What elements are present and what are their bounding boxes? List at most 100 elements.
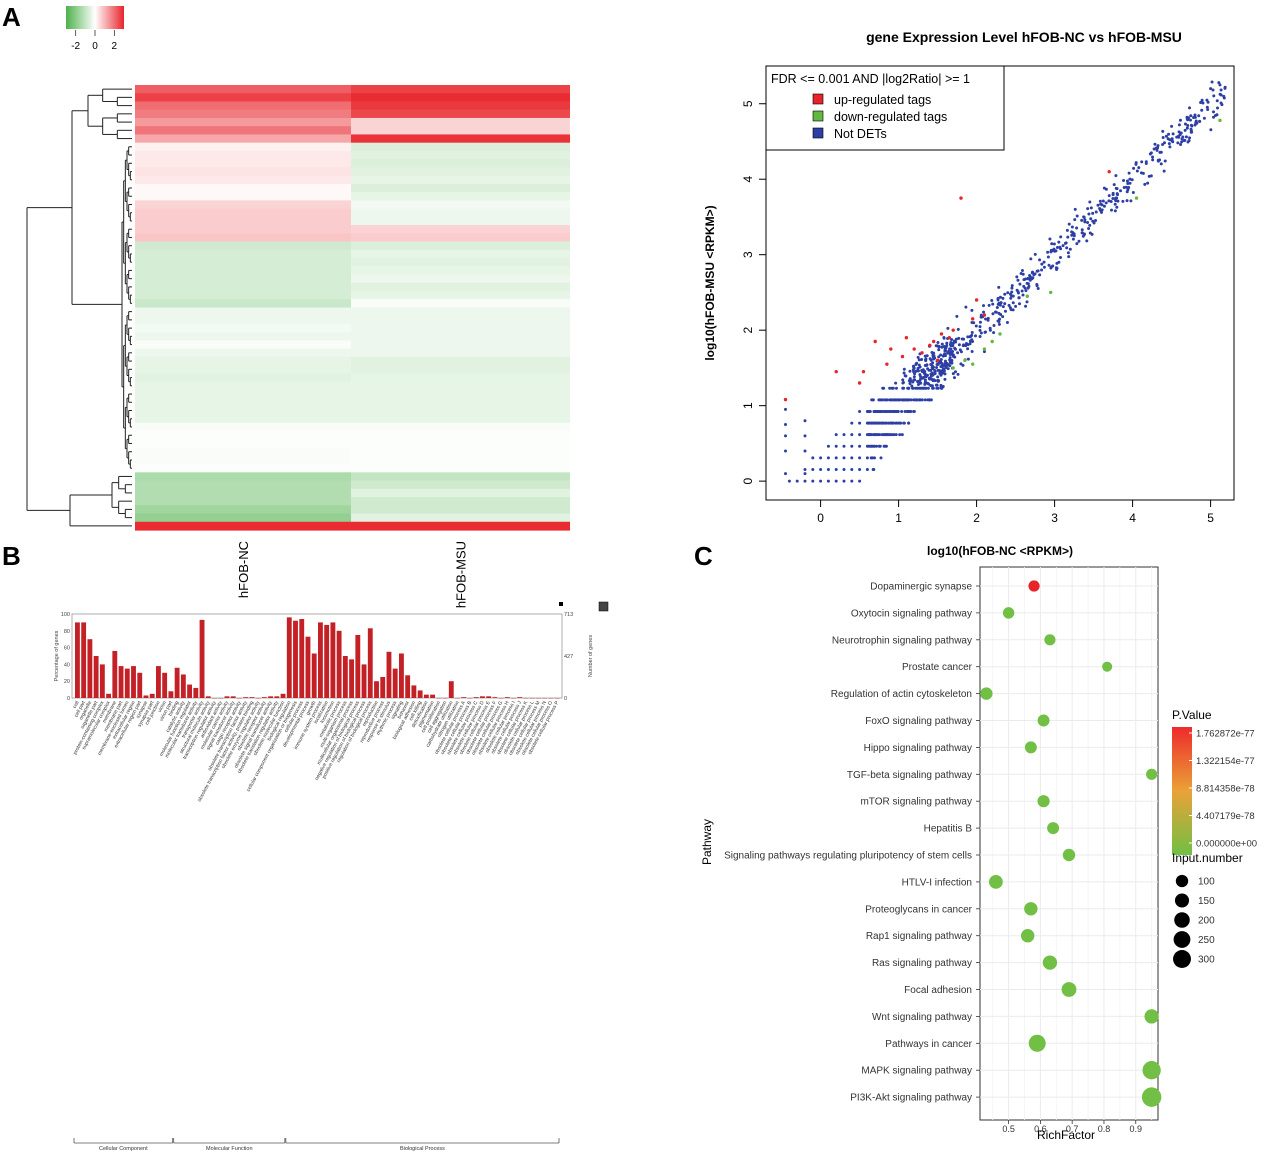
heatmap-cell: [135, 250, 351, 259]
scatter-point-not-det: [1116, 187, 1119, 190]
scatter-point-not-det: [951, 344, 954, 347]
scatter-point-not-det: [957, 373, 960, 376]
heatmap-cell: [351, 373, 570, 382]
heatmap-cell: [351, 217, 570, 226]
heatmap-cell: [135, 200, 351, 209]
heatmap-cell: [351, 93, 570, 102]
go-bar: [125, 669, 130, 698]
scatter-point-up: [971, 317, 974, 320]
scatter-point-not-det: [804, 468, 807, 471]
scatter-point-not-det: [895, 387, 898, 390]
scatter-point-not-det: [1073, 218, 1076, 221]
scatter-point-not-det: [1143, 183, 1146, 186]
go-bar-chart: Percentage of genes Number of genes 1008…: [54, 602, 608, 1152]
scatter-point-not-det: [997, 286, 1000, 289]
go-bar: [156, 666, 161, 698]
scatter-point-not-det: [1186, 141, 1189, 144]
heatmap-cell: [351, 275, 570, 284]
scatter-point-not-det: [948, 347, 951, 350]
scatter-point-not-det: [873, 410, 876, 413]
heatmap-cell: [135, 118, 351, 127]
scatter-point-not-det: [1048, 238, 1051, 241]
scatter-point-not-det: [1100, 211, 1103, 214]
scatter-point-not-det: [982, 311, 985, 314]
scatter-point-not-det: [880, 410, 883, 413]
pathway-bubble: [1146, 769, 1157, 780]
scatter-point-not-det: [1175, 136, 1178, 139]
scatter-point-not-det: [1075, 242, 1078, 245]
heatmap-cell: [135, 126, 351, 135]
scatter-point-not-det: [950, 353, 953, 356]
scatter-point-not-det: [1040, 263, 1043, 266]
scatter-point-not-det: [843, 433, 846, 436]
scatter-point-not-det: [954, 348, 957, 351]
heatmap-cell: [135, 423, 351, 432]
scatter-point-not-det: [1058, 246, 1061, 249]
scatter-point-not-det: [878, 433, 881, 436]
pathway-bubble: [1025, 741, 1037, 753]
scatter-point-not-det: [1011, 284, 1014, 287]
scatter-point-not-det: [1038, 273, 1041, 276]
heatmap-cell: [135, 382, 351, 391]
go-bar: [430, 695, 435, 698]
heatmap-cell: [135, 481, 351, 490]
heatmap-cell: [135, 266, 351, 275]
pvalue-tick-label: 1.322154e-77: [1196, 756, 1255, 767]
scatter-point-not-det: [957, 328, 960, 331]
pathway-label: TGF-beta signaling pathway: [847, 770, 972, 781]
scatter-point-not-det: [1080, 219, 1083, 222]
scatter-point-not-det: [1088, 224, 1091, 227]
pathway-label: Signaling pathways regulating pluripoten…: [724, 851, 972, 862]
scatter-point-up: [928, 344, 931, 347]
scatter-point-not-det: [784, 472, 787, 475]
heatmap-cell: [351, 258, 570, 267]
scatter-point-not-det: [804, 419, 807, 422]
scatter-point-not-det: [924, 398, 927, 401]
scatter-point-not-det: [1220, 101, 1223, 104]
heatmap-cell: [351, 497, 570, 506]
scatter-point-not-det: [1089, 232, 1092, 235]
heatmap-cell: [351, 151, 570, 160]
scatter-point-not-det: [788, 480, 791, 483]
scatter-point-not-det: [1002, 305, 1005, 308]
scatter-point-not-det: [1026, 300, 1029, 303]
scatter-point-not-det: [1149, 152, 1152, 155]
scatter-point-not-det: [1137, 166, 1140, 169]
heatmap-cell: [135, 406, 351, 415]
scatter-point-not-det: [953, 376, 956, 379]
scatter-point-not-det: [843, 468, 846, 471]
scatter-point-down: [971, 362, 974, 365]
scatter-point-not-det: [894, 422, 897, 425]
go-bar: [380, 677, 385, 698]
heatmap-cell: [135, 151, 351, 160]
pvalue-tick-label: 1.762872e-77: [1196, 729, 1255, 740]
scatter-point-not-det: [992, 331, 995, 334]
go-bar: [193, 688, 198, 698]
scatter-point-not-det: [1132, 191, 1135, 194]
pathway-label: PI3K-Akt signaling pathway: [850, 1093, 972, 1104]
scatter-point-not-det: [974, 334, 977, 337]
scatter-point-not-det: [1194, 121, 1197, 124]
go-bar: [225, 696, 230, 698]
scatter-point-not-det: [935, 384, 938, 387]
scatter-point-not-det: [811, 468, 814, 471]
bar-left-tick-label: 80: [64, 629, 70, 635]
scatter-point-not-det: [1223, 87, 1226, 90]
scatter-point-not-det: [1037, 287, 1040, 290]
scatter-point-up: [948, 336, 951, 339]
scatter-point-not-det: [943, 352, 946, 355]
scatter-point-not-det: [1024, 287, 1027, 290]
scatter-point-not-det: [992, 324, 995, 327]
bar-left-tick-label: 60: [64, 646, 70, 652]
scatter-point-not-det: [1040, 268, 1043, 271]
scatter-point-not-det: [1219, 93, 1222, 96]
bubble-x-tick-label: 0.9: [1129, 1124, 1142, 1134]
heatmap-cell: [351, 505, 570, 514]
heatmap-cell: [135, 143, 351, 152]
scatter-point-not-det: [1183, 139, 1186, 142]
scatter-point-not-det: [998, 302, 1001, 305]
pvalue-tick-label: 0.000000e+00: [1196, 839, 1257, 850]
scatter-point-not-det: [811, 456, 814, 459]
go-bar: [144, 695, 149, 698]
scatter-point-not-det: [911, 387, 914, 390]
